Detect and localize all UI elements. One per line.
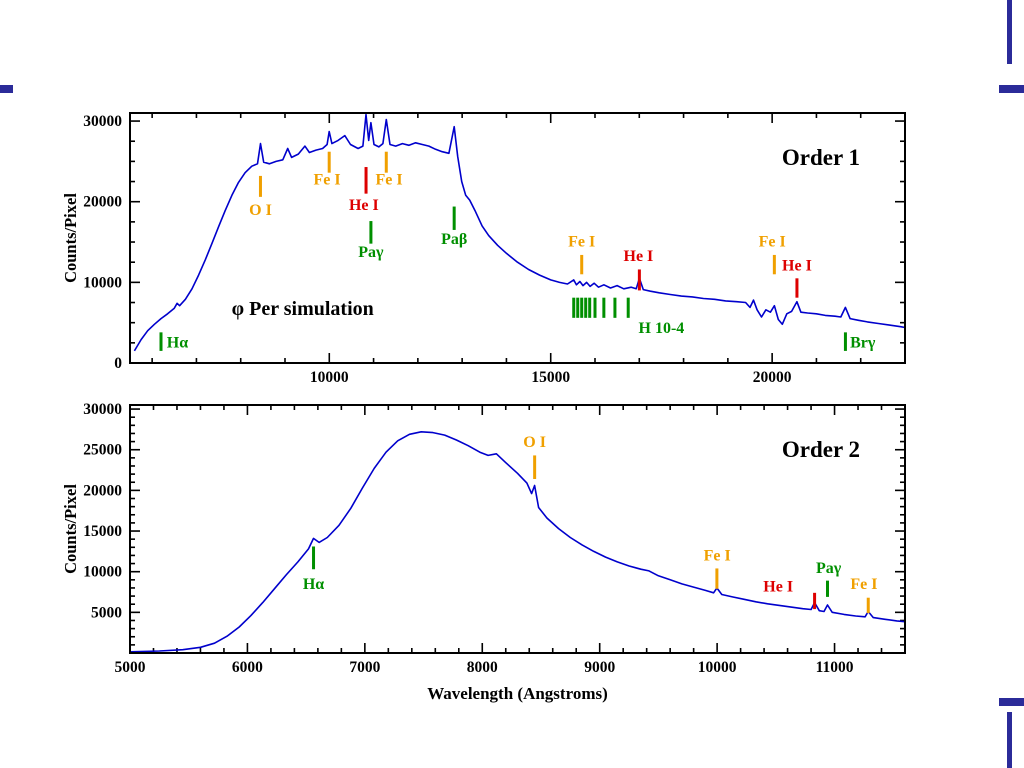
decor-bottom-right-horizontal-bar bbox=[999, 698, 1024, 706]
x-tick-label: 7000 bbox=[349, 659, 380, 676]
plot-frame bbox=[129, 112, 906, 364]
x-tick-label: 5000 bbox=[115, 659, 146, 676]
y-tick-label: 10000 bbox=[83, 274, 122, 291]
line-id-label: O I bbox=[249, 202, 272, 219]
decor-bottom-right-vertical-bar bbox=[1007, 712, 1012, 768]
x-tick-label: 20000 bbox=[753, 369, 792, 386]
line-id-label: He I bbox=[349, 197, 379, 214]
line-id-label: He I bbox=[624, 248, 654, 265]
order-label: Order 1 bbox=[782, 145, 860, 170]
x-tick-label: 9000 bbox=[584, 659, 615, 676]
x-tick-label: 6000 bbox=[232, 659, 263, 676]
line-id-label: Fe I bbox=[568, 234, 595, 251]
chart-group: 10000 15000 20000 0 10000 20000 30000 Hα O I Fe I… bbox=[61, 112, 906, 386]
decor-top-right-vertical-bar bbox=[1007, 0, 1012, 64]
y-axis-title: Counts/Pixel bbox=[61, 484, 80, 574]
order-label: Order 2 bbox=[782, 437, 860, 462]
y-tick-label: 20000 bbox=[83, 482, 122, 499]
spectrum-line bbox=[129, 430, 906, 653]
plot-frame bbox=[129, 404, 906, 654]
y-tick-label: 5000 bbox=[91, 604, 122, 621]
line-id-label: Hα bbox=[167, 334, 188, 351]
y-tick-label: 15000 bbox=[83, 523, 122, 540]
chart-group: 5000 6000 7000 8000 9000 10000 11000 5000 10000 1… bbox=[61, 401, 906, 703]
order2-spectrum-chart: 5000 6000 7000 8000 9000 10000 11000 5000 10000 1… bbox=[61, 401, 906, 703]
line-id-label: Fe I bbox=[704, 548, 731, 565]
x-tick-label: 11000 bbox=[816, 659, 854, 676]
line-id-label: Fe I bbox=[759, 234, 786, 251]
x-tick-label: 8000 bbox=[467, 659, 498, 676]
line-id-label: O I bbox=[523, 434, 546, 451]
line-id-label: He I bbox=[782, 258, 812, 275]
line-id-label: Paγ bbox=[816, 560, 842, 577]
y-tick-label: 0 bbox=[114, 355, 122, 372]
y-tick-label: 30000 bbox=[83, 401, 122, 418]
y-tick-label: 20000 bbox=[83, 194, 122, 211]
line-id-label: Paβ bbox=[441, 231, 467, 248]
y-tick-label: 10000 bbox=[83, 564, 122, 581]
y-tick-label: 25000 bbox=[83, 442, 122, 459]
line-id-label: Paγ bbox=[358, 244, 384, 261]
inline-annotation: φ Per simulation bbox=[232, 298, 374, 320]
line-id-label: Brγ bbox=[850, 334, 876, 351]
y-tick-label: 30000 bbox=[83, 113, 122, 130]
order1-spectrum-chart: 10000 15000 20000 0 10000 20000 30000 Hα O I Fe I… bbox=[61, 112, 906, 386]
line-id-label: He I bbox=[763, 579, 793, 596]
decor-right-horizontal-bar bbox=[999, 85, 1024, 93]
line-id-label: H 10-4 bbox=[639, 320, 685, 337]
spectrum-line bbox=[133, 113, 906, 352]
line-id-label: Fe I bbox=[314, 171, 341, 188]
decor-left-horizontal-bar bbox=[0, 85, 13, 93]
x-axis-title: Wavelength (Angstroms) bbox=[427, 684, 608, 703]
x-tick-label: 15000 bbox=[531, 369, 570, 386]
line-id-label: Fe I bbox=[376, 171, 403, 188]
x-tick-label: 10000 bbox=[698, 659, 737, 676]
line-id-label: Fe I bbox=[850, 576, 877, 593]
x-tick-label: 10000 bbox=[310, 369, 349, 386]
y-axis-title: Counts/Pixel bbox=[61, 193, 80, 283]
line-id-label: Hα bbox=[303, 576, 324, 593]
